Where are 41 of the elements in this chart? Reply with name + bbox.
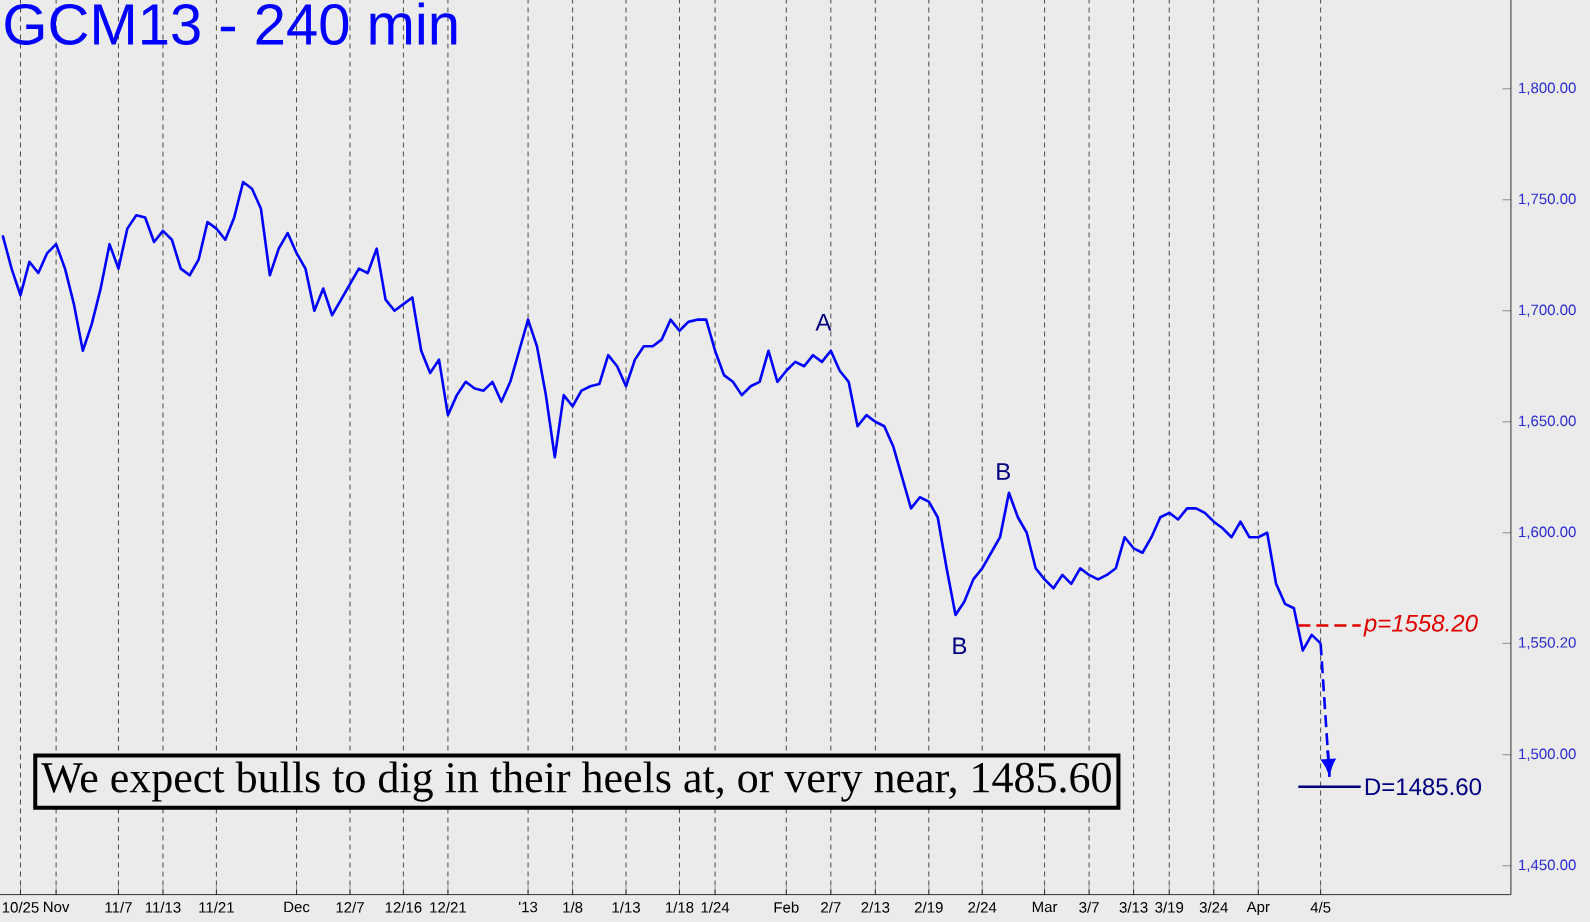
x-tick-label: 2/19 [914, 901, 943, 913]
y-tick-label: 1,650.00 [1519, 415, 1576, 428]
x-tick-label: 10/25 [2, 901, 39, 913]
y-tick-label: 1,750.00 [1519, 193, 1576, 206]
chart-title: GCM13 - 240 min [5, 2, 457, 45]
x-tick-label: 3/24 [1199, 901, 1228, 913]
x-tick-label: 11/7 [105, 901, 132, 913]
x-tick-label: 12/21 [430, 901, 466, 913]
x-tick-label: 1/24 [701, 901, 730, 913]
annotation: We expect bulls to dig in their heels at, or very near, 1485.60 [41, 761, 1111, 802]
x-tick-label: 1/18 [665, 901, 694, 913]
x-tick-label: 12/7 [336, 901, 364, 913]
y-tick-label: 1,500.00 [1519, 748, 1576, 761]
x-tick-label: 2/13 [861, 901, 890, 913]
x-tick-label: Apr [1246, 901, 1270, 916]
annotation: B [953, 637, 967, 655]
x-tick-label: 12/16 [385, 901, 422, 913]
y-tick-label: 1,550.20 [1519, 637, 1576, 650]
x-tick-label: 1/8 [563, 901, 583, 913]
x-tick-label: 11/13 [145, 901, 181, 913]
x-tick-label: 4/5 [1310, 901, 1331, 913]
y-tick-label: 1,700.00 [1519, 304, 1576, 317]
annotation: B [997, 463, 1010, 480]
ref-line-label: D=1485.60 [1365, 778, 1482, 796]
x-tick-label: 3/19 [1155, 901, 1184, 913]
y-tick-label: 1,450.00 [1519, 859, 1576, 872]
x-tick-label: Dec [284, 901, 310, 913]
x-tick-label: 3/13 [1119, 901, 1148, 913]
x-tick-label: '13 [519, 901, 538, 913]
annotation: A [815, 313, 832, 331]
x-tick-label: 2/7 [821, 901, 841, 913]
y-tick-label: 1,800.00 [1519, 82, 1576, 95]
x-tick-label: 11/21 [199, 901, 234, 913]
x-tick-label: Nov [43, 901, 70, 913]
x-tick-label: 2/24 [968, 901, 997, 913]
x-tick-label: 1/13 [612, 901, 640, 913]
x-tick-label: Feb [774, 901, 799, 913]
x-tick-label: 3/7 [1079, 901, 1099, 913]
x-tick-label: Mar [1032, 901, 1058, 913]
ref-line-label: p=1558.20 [1363, 614, 1478, 637]
y-tick-label: 1,600.00 [1519, 526, 1576, 539]
